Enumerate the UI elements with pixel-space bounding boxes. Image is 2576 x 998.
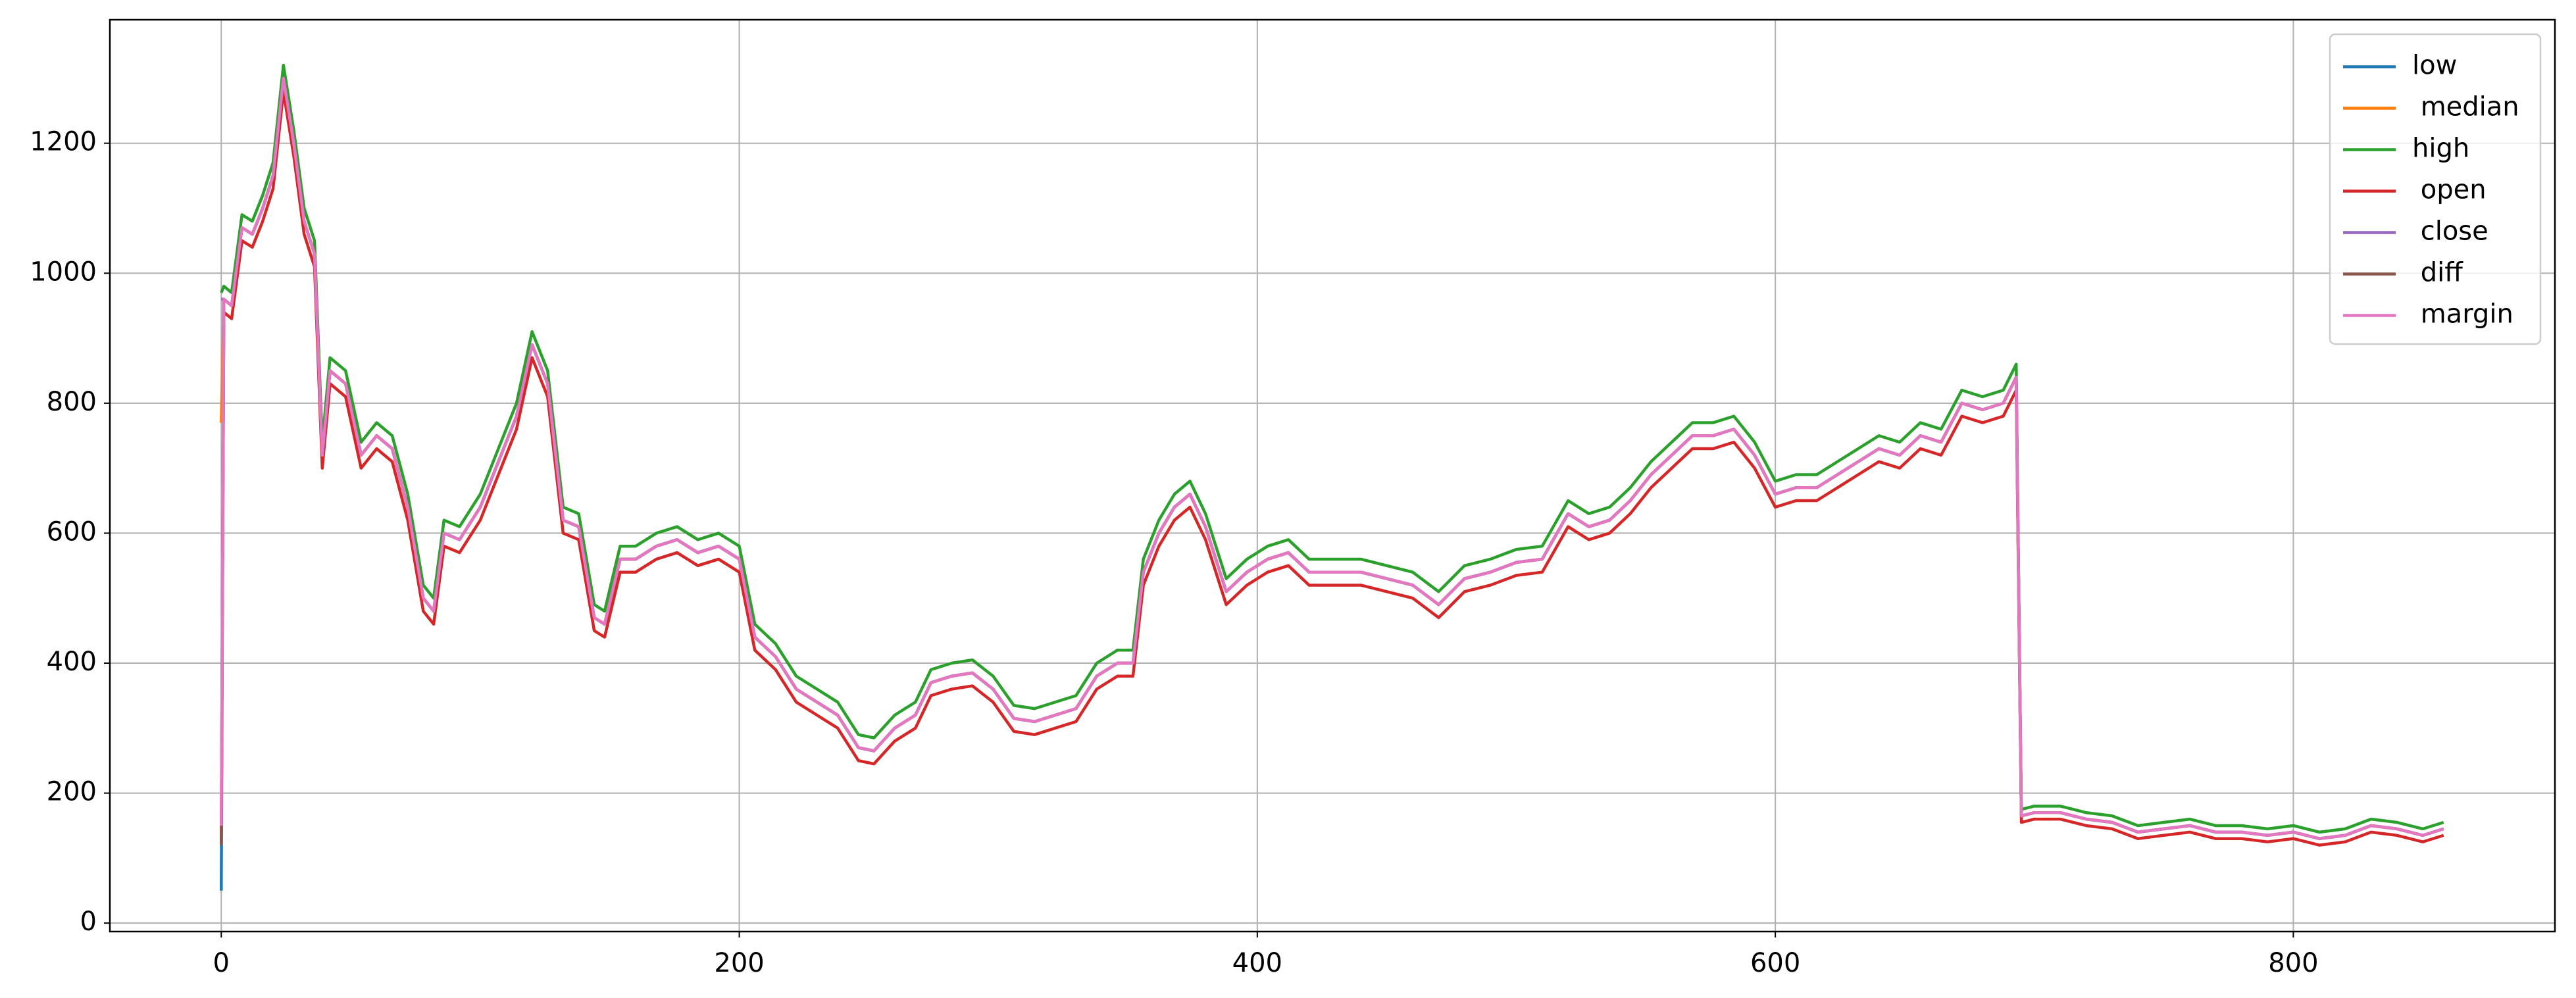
series-line [220, 89, 2444, 847]
x-tick-label: 200 [714, 948, 764, 978]
series-line [220, 76, 2444, 840]
y-tick-label: 600 [47, 516, 97, 547]
legend-label: margin [2412, 299, 2513, 330]
series-line [220, 76, 2444, 891]
plot-lines [220, 63, 2444, 891]
x-tick-label: 0 [213, 948, 230, 978]
legend-box [2329, 33, 2542, 345]
legend-label: open [2412, 175, 2487, 205]
legend: low median high open close diff margin [2329, 33, 2542, 345]
y-tick-label: 200 [47, 777, 97, 807]
y-tick-label: 800 [47, 387, 97, 417]
x-tick-label: 600 [1750, 948, 1800, 978]
legend-label: close [2412, 216, 2488, 247]
legend-label: high [2412, 134, 2469, 164]
y-tick-label: 1200 [30, 127, 97, 157]
y-tick-label: 400 [47, 647, 97, 677]
x-tick-label: 400 [1232, 948, 1282, 978]
ticks: 0 200 400 600 800 0 200 400 600 800 1000 1200 [30, 127, 2318, 978]
plot-frame [109, 18, 2556, 933]
legend-label: median [2412, 92, 2519, 122]
x-tick-label: 800 [2268, 948, 2318, 978]
y-tick-label: 1000 [30, 257, 97, 287]
grid [110, 20, 2555, 932]
series-line [220, 63, 2444, 834]
y-tick-label: 0 [80, 907, 97, 937]
legend-label: diff [2412, 258, 2463, 288]
legend-label: low [2412, 51, 2457, 81]
